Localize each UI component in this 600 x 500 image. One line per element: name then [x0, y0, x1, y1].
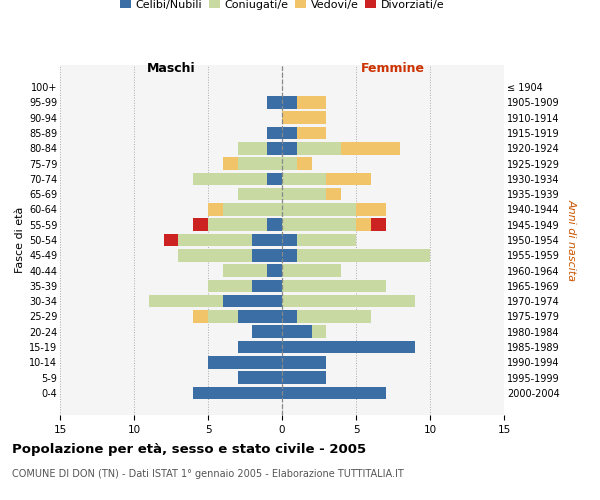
Bar: [282, 158, 297, 170]
Bar: [282, 310, 297, 322]
Bar: [297, 310, 371, 322]
Bar: [282, 372, 326, 384]
Bar: [223, 158, 238, 170]
Bar: [253, 280, 282, 292]
Bar: [297, 96, 326, 108]
Bar: [223, 264, 267, 277]
Bar: [297, 127, 326, 140]
Bar: [193, 310, 208, 322]
Bar: [267, 172, 282, 185]
Bar: [282, 264, 341, 277]
Bar: [267, 218, 282, 231]
Bar: [238, 188, 282, 200]
Bar: [282, 386, 386, 399]
Y-axis label: Fasce di età: Fasce di età: [14, 207, 25, 273]
Bar: [311, 326, 326, 338]
Bar: [282, 203, 356, 215]
Bar: [267, 96, 282, 108]
Bar: [208, 356, 282, 368]
Bar: [282, 326, 311, 338]
Bar: [238, 310, 282, 322]
Bar: [178, 249, 253, 262]
Text: Maschi: Maschi: [146, 62, 196, 76]
Bar: [193, 386, 282, 399]
Bar: [238, 158, 282, 170]
Bar: [282, 280, 386, 292]
Bar: [282, 172, 326, 185]
Bar: [282, 112, 326, 124]
Text: COMUNE DI DON (TN) - Dati ISTAT 1° gennaio 2005 - Elaborazione TUTTITALIA.IT: COMUNE DI DON (TN) - Dati ISTAT 1° genna…: [12, 469, 404, 479]
Bar: [282, 356, 326, 368]
Bar: [282, 249, 297, 262]
Bar: [253, 234, 282, 246]
Text: Popolazione per età, sesso e stato civile - 2005: Popolazione per età, sesso e stato civil…: [12, 442, 366, 456]
Bar: [253, 326, 282, 338]
Bar: [326, 172, 371, 185]
Y-axis label: Anni di nascita: Anni di nascita: [566, 199, 577, 281]
Bar: [193, 172, 267, 185]
Bar: [223, 203, 282, 215]
Bar: [267, 127, 282, 140]
Bar: [223, 295, 282, 308]
Bar: [341, 142, 400, 154]
Bar: [253, 249, 282, 262]
Bar: [178, 234, 253, 246]
Text: Femmine: Femmine: [361, 62, 425, 76]
Bar: [282, 295, 415, 308]
Bar: [282, 142, 297, 154]
Legend: Celibi/Nubili, Coniugati/e, Vedovi/e, Divorziati/e: Celibi/Nubili, Coniugati/e, Vedovi/e, Di…: [115, 0, 449, 14]
Bar: [282, 218, 356, 231]
Bar: [282, 234, 297, 246]
Bar: [371, 218, 386, 231]
Bar: [267, 142, 282, 154]
Bar: [356, 203, 386, 215]
Bar: [208, 218, 267, 231]
Bar: [208, 203, 223, 215]
Bar: [267, 264, 282, 277]
Bar: [149, 295, 223, 308]
Bar: [208, 280, 253, 292]
Bar: [238, 142, 267, 154]
Bar: [282, 96, 297, 108]
Bar: [297, 158, 311, 170]
Bar: [326, 188, 341, 200]
Bar: [282, 340, 415, 353]
Bar: [164, 234, 178, 246]
Bar: [282, 127, 297, 140]
Bar: [297, 234, 356, 246]
Bar: [208, 310, 238, 322]
Bar: [282, 188, 326, 200]
Bar: [297, 142, 341, 154]
Bar: [193, 218, 208, 231]
Bar: [238, 340, 282, 353]
Bar: [297, 249, 430, 262]
Bar: [238, 372, 282, 384]
Bar: [356, 218, 371, 231]
